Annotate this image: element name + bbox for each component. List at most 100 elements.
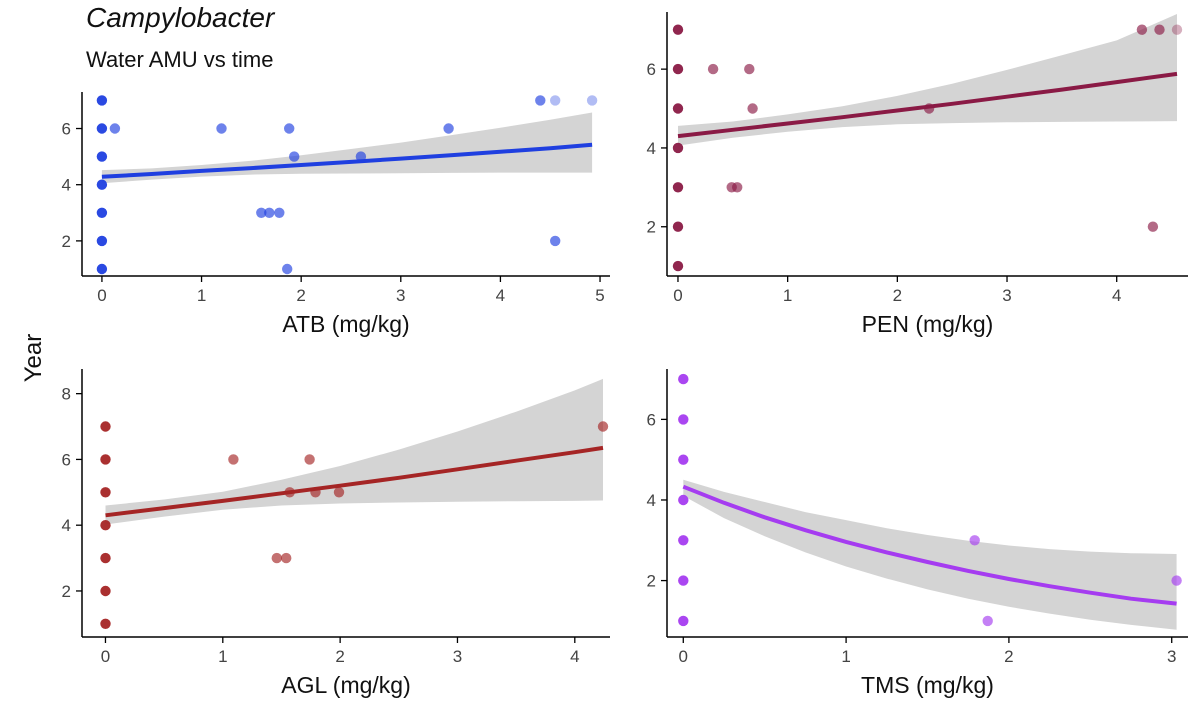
y-tick-label-pen-4: 4 (647, 139, 656, 158)
x-tick-label-tms-3: 3 (1167, 647, 1176, 666)
x-tick-label-pen-2: 2 (893, 286, 902, 305)
data-point-pen-5 (672, 63, 684, 75)
data-point-atb-9 (256, 207, 267, 218)
data-point-agl-6 (100, 421, 111, 432)
data-point-agl-5 (100, 454, 111, 465)
x-tick-label-tms-0: 0 (679, 647, 688, 666)
fit-line-tms (682, 484, 1177, 606)
x-axis-label-pen: PEN (mg/kg) (862, 311, 994, 337)
x-tick-label-pen-3: 3 (1002, 286, 1011, 305)
data-point-pen-9 (732, 182, 743, 193)
data-point-pen-4 (672, 103, 684, 114)
y-tick-label-atb-6: 6 (62, 120, 71, 139)
panel-tms: 0 1 2 3 2 4 6 TMS (mg/kg) (647, 369, 1188, 698)
y-tick-label-agl-6: 6 (62, 450, 71, 469)
x-tick-label-agl-0: 0 (101, 647, 110, 666)
data-point-tms-0 (678, 615, 689, 627)
y-tick-label-agl-2: 2 (62, 582, 71, 601)
x-tick-label-atb-3: 3 (396, 286, 405, 305)
data-point-tms-6 (678, 373, 689, 385)
data-point-tms-3 (678, 494, 689, 506)
x-tick-label-pen-1: 1 (783, 286, 792, 305)
data-point-agl-4 (100, 487, 111, 498)
data-point-atb-1 (96, 235, 108, 247)
data-point-atb-12 (282, 263, 293, 275)
panel-atb: 0 1 2 3 4 5 2 4 6 ATB (mg/kg) (62, 92, 610, 337)
x-tick-label-tms-1: 1 (841, 647, 850, 666)
data-point-atb-19 (550, 235, 561, 247)
data-point-pen-11 (747, 103, 758, 114)
data-point-atb-17 (535, 95, 546, 106)
data-point-agl-13 (333, 487, 345, 498)
data-point-pen-15 (1154, 24, 1165, 35)
panel-agl: 0 1 2 3 4 2 4 6 8 AGL (mg/kg) (62, 369, 610, 698)
data-point-pen-0 (672, 260, 684, 272)
x-tick-label-agl-3: 3 (453, 647, 462, 666)
x-axis-label-atb: ATB (mg/kg) (282, 311, 409, 337)
data-point-pen-2 (672, 182, 684, 193)
data-point-atb-16 (443, 123, 454, 134)
data-point-pen-14 (1147, 221, 1159, 232)
data-point-agl-0 (100, 618, 111, 629)
confidence-band-agl (105, 378, 603, 525)
y-tick-label-pen-6: 6 (647, 60, 656, 79)
data-point-pen-3 (672, 142, 684, 154)
data-point-tms-7 (969, 535, 980, 546)
data-point-atb-14 (289, 151, 300, 162)
data-point-pen-7 (707, 63, 719, 75)
data-point-agl-8 (271, 552, 282, 564)
x-tick-label-atb-4: 4 (496, 286, 505, 305)
data-point-atb-7 (109, 123, 121, 134)
data-point-tms-9 (1171, 575, 1182, 586)
data-point-agl-9 (281, 552, 292, 564)
y-tick-label-tms-6: 6 (647, 410, 656, 429)
x-tick-label-pen-4: 4 (1112, 286, 1121, 305)
figure-title: Campylobacter (86, 2, 275, 33)
x-tick-label-atb-0: 0 (97, 286, 106, 305)
confidence-band-pen (678, 14, 1177, 146)
data-point-atb-2 (96, 207, 108, 218)
x-tick-label-pen-0: 0 (673, 286, 682, 305)
data-point-atb-5 (96, 123, 108, 134)
data-point-atb-10 (264, 207, 275, 218)
data-point-tms-5 (678, 414, 689, 425)
y-tick-label-pen-2: 2 (647, 218, 656, 237)
data-point-atb-18 (550, 95, 561, 106)
data-point-agl-14 (597, 421, 609, 432)
data-point-atb-0 (96, 263, 108, 275)
fit-line-atb (101, 142, 593, 179)
x-tick-label-agl-4: 4 (570, 647, 579, 666)
data-point-tms-4 (678, 454, 689, 465)
data-point-atb-8 (216, 123, 227, 134)
x-axis-label-tms: TMS (mg/kg) (861, 672, 994, 698)
data-point-agl-2 (100, 552, 111, 564)
data-point-agl-1 (100, 585, 111, 597)
data-point-tms-1 (678, 575, 689, 586)
data-point-atb-11 (274, 207, 285, 218)
data-point-pen-10 (744, 63, 755, 75)
x-tick-label-atb-5: 5 (595, 286, 604, 305)
data-point-pen-1 (672, 221, 684, 232)
y-tick-label-agl-8: 8 (62, 385, 71, 404)
fit-line-agl (105, 445, 604, 518)
y-tick-label-atb-2: 2 (62, 232, 71, 251)
figure-subtitle: Water AMU vs time (86, 47, 274, 72)
data-point-atb-6 (96, 95, 108, 106)
data-point-agl-7 (228, 454, 239, 465)
x-tick-label-agl-2: 2 (335, 647, 344, 666)
y-tick-label-atb-4: 4 (62, 176, 71, 195)
data-point-pen-6 (672, 24, 684, 35)
data-point-tms-8 (982, 615, 993, 627)
y-tick-label-tms-4: 4 (647, 491, 656, 510)
y-tick-label-tms-2: 2 (647, 572, 656, 591)
data-point-agl-3 (100, 520, 111, 531)
panel-pen: 0 1 2 3 4 2 4 6 PEN (mg/kg) (647, 12, 1188, 337)
data-point-atb-3 (96, 179, 108, 190)
y-tick-label-agl-4: 4 (62, 516, 71, 535)
data-point-atb-13 (284, 123, 295, 134)
x-tick-label-agl-1: 1 (218, 647, 227, 666)
data-point-pen-16 (1171, 24, 1183, 35)
data-point-agl-11 (304, 454, 315, 465)
